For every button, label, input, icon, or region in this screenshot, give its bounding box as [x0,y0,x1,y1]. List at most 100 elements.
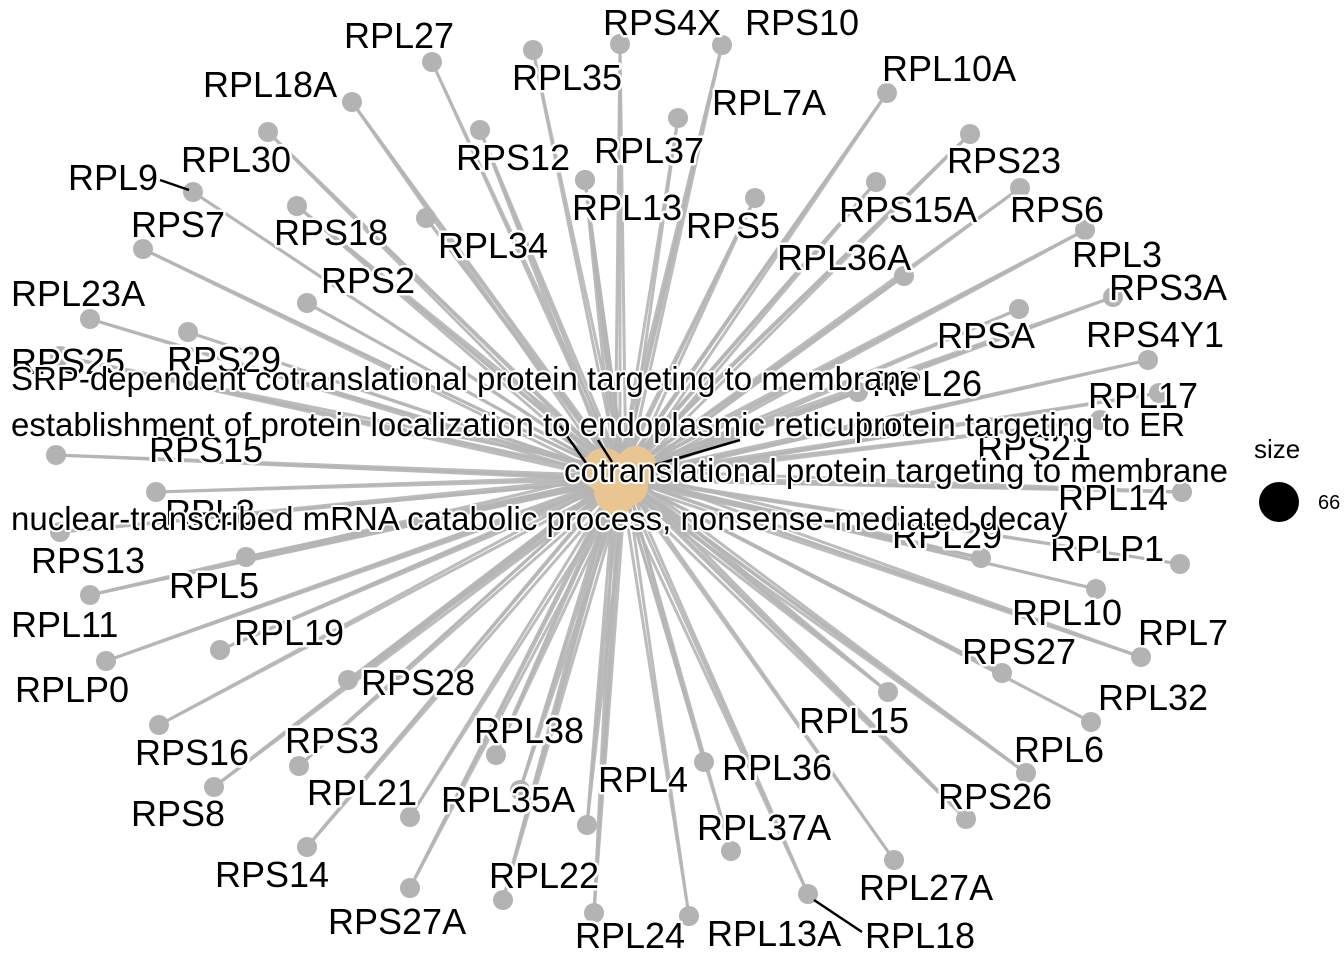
gene-node [133,239,153,259]
gene-term-edge [614,478,1142,659]
gene-label: RPL4 [598,759,688,800]
gene-label: RPS3A [1109,267,1227,308]
gene-node [577,815,597,835]
gene-label: RPL18 [865,915,975,956]
gene-term-edge [624,478,810,895]
term-leader-line [596,439,614,463]
gene-term-edge [592,469,625,914]
gene-label: RPL9 [68,157,158,198]
gene-node [297,837,317,857]
gene-node [992,663,1012,683]
term-node [608,466,648,506]
gene-label: RPL29 [892,515,1002,556]
gene-label: RPS12 [456,137,570,178]
gene-label: RPS16 [135,732,249,773]
size-legend: size 66 [1254,434,1340,522]
gene-label: RPL13 [572,187,682,228]
term-label: establishment of protein localization to… [11,406,908,443]
gene-node [523,40,543,60]
gene-node [1081,712,1101,732]
gene-term-edge [622,390,859,472]
gene-node [1009,299,1029,319]
gene-term-edge [424,217,628,480]
gene-term-edge [105,478,616,663]
gene-node [470,120,490,140]
gene-node [1016,763,1036,783]
gene-term-edge [408,479,617,889]
gene-term-edge [618,43,628,480]
gene-term-edge [621,468,968,821]
gene-node [342,92,362,112]
gene-term-edge [621,181,878,471]
gene-label: RPS18 [274,212,388,253]
gene-node [146,482,166,502]
gene-label: RPL36 [722,747,832,788]
gene-label: RPS13 [31,540,145,581]
legend-size-symbol [1259,482,1299,522]
gene-node [289,756,309,776]
gene-node [50,346,70,366]
gene-node [210,640,230,660]
gene-nodes [46,34,1192,926]
gene-node [493,890,513,910]
gene-label: RPL32 [1098,677,1208,718]
gene-label: RPL34 [438,225,548,266]
gene-label: RPL14 [1058,477,1168,518]
gene-term-edge [296,204,616,482]
gene-term-edge [89,468,624,597]
gene-node [712,35,732,55]
gene-node [721,841,741,861]
gene-node [878,682,898,702]
gene-node [1010,178,1030,198]
gene-term-edge [624,197,757,480]
gene-term-edge [55,453,616,482]
gene-label: RPL38 [474,710,584,751]
gene-node [668,108,688,128]
gene-term-edge [155,477,627,494]
gene-node [1149,383,1169,403]
gene-label: RPL19 [234,612,344,653]
gene-node [575,170,595,190]
gene-node [745,188,765,208]
gene-node [149,715,169,735]
gene-term-edge [59,354,616,482]
gene-label: RPL23A [11,273,145,314]
gene-node [694,752,714,772]
gene-term-edge [59,354,624,472]
gene-node [866,172,886,192]
gene-term-edge [613,479,810,895]
gene-node [1075,220,1095,240]
gene-term-edge [625,477,1097,591]
gene-term-edge [296,204,624,472]
gene-node [584,903,604,923]
gene-labels: RPL27 RPS4X RPS10 RPL35 RPL18A RPL10A RPL7A RPS… [9,0,1231,959]
gene-label: RPS25 [11,341,125,382]
gene-label: RPL3 [1072,234,1162,275]
gene-label: RPS27A [328,901,466,942]
term-labels: SRP-dependent cotranslational protein ta… [9,358,1230,539]
gene-node [848,382,868,402]
gene-label: RPS10 [745,2,859,43]
gene-term-edge [622,468,1027,775]
gene-node [1131,647,1151,667]
gene-label: RPL10 [1012,592,1122,633]
gene-label: RPS15 [149,429,263,470]
gene-label: RPL7 [1138,612,1228,653]
gene-label: RPS14 [215,854,329,895]
gene-node [236,547,256,567]
gene-label: RPL30 [181,139,291,180]
gene-node [1090,410,1110,430]
gene-term-edge [624,478,691,917]
gene-label: RPL26 [872,363,982,404]
gene-node [416,208,436,228]
term-label: protein targeting to ER [855,406,1185,443]
gene-term-edge [187,330,627,481]
gene-label: RPS29 [167,339,281,380]
gene-label: RPL7A [712,82,826,123]
gene-label: RPL21 [307,772,417,813]
gene-node [971,548,991,568]
gene-label: RPL24 [575,915,685,956]
gene-label: RPS3 [285,720,379,761]
gene-label: RPL35 [512,57,622,98]
gene-label: RPL37 [594,130,704,171]
